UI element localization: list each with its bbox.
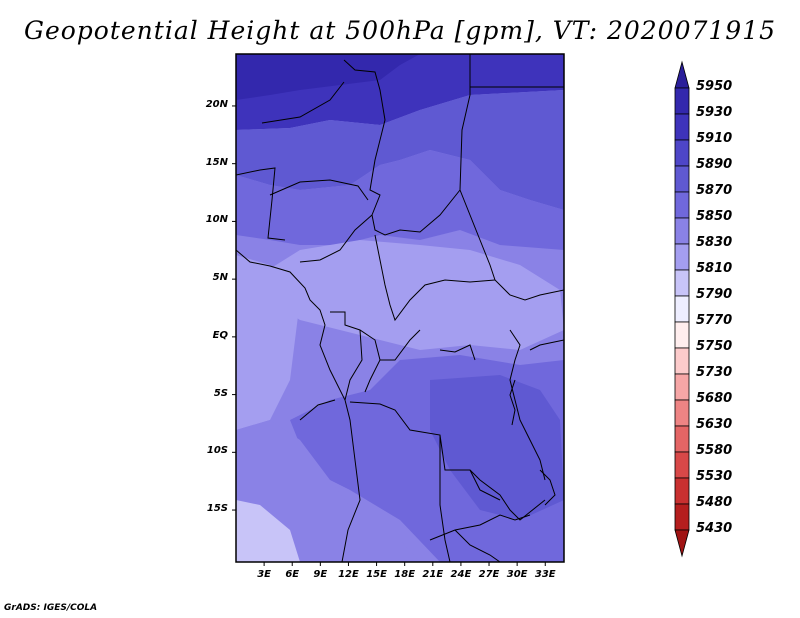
lon-tick-label: 6E (285, 569, 300, 580)
lat-tick-label: EQ (212, 329, 228, 341)
colorbar-segment (674, 425, 690, 453)
lon-tick-label: 15E (366, 569, 387, 580)
colorbar-level-label: 5750 (696, 339, 733, 354)
lat-tick-label: 15S (206, 503, 228, 515)
grads-credit: GrADS: IGES/COLA (4, 603, 98, 613)
colorbar-segment (674, 191, 690, 219)
colorbar-segment (674, 321, 690, 349)
colorbar-level-label: 5680 (696, 391, 733, 406)
contour-fill (236, 54, 564, 562)
colorbar-level-label: 5870 (696, 183, 733, 198)
colorbar-segment (674, 217, 690, 245)
colorbar-segment (674, 113, 690, 141)
colorbar-segment (674, 373, 690, 401)
lat-tick-label: 20N (205, 98, 228, 110)
lon-tick-label: 24E (450, 569, 472, 580)
colorbar-segment (674, 269, 690, 297)
map-frame (235, 53, 565, 563)
colorbar-segment (674, 295, 690, 323)
colorbar-level-label: 5630 (696, 417, 733, 432)
colorbar-segment (674, 477, 690, 505)
lat-tick-marks (232, 105, 236, 511)
colorbar-segment (674, 87, 690, 115)
colorbar-level-label: 5850 (696, 209, 733, 224)
colorbar-level-label: 5910 (696, 131, 733, 146)
lat-tick-label: 15N (205, 156, 228, 168)
lat-tick-label: 10N (205, 214, 228, 226)
colorbar-level-label: 5730 (696, 365, 733, 380)
lon-tick-label: 30E (506, 569, 528, 580)
lon-tick-label: 33E (534, 569, 556, 580)
lat-tick-label: 10S (206, 445, 228, 457)
colorbar-level-label: 5480 (696, 495, 733, 510)
lon-tick-label: 18E (394, 569, 416, 580)
lat-tick-label: 5N (212, 272, 228, 284)
lon-tick-marks (263, 562, 546, 566)
colorbar (674, 60, 690, 558)
lon-tick-label: 9E (313, 569, 328, 580)
colorbar-segment (674, 60, 690, 89)
colorbar-level-label: 5530 (696, 469, 733, 484)
colorbar-level-label: 5890 (696, 157, 733, 172)
colorbar-segment (674, 165, 690, 193)
colorbar-level-label: 5770 (696, 313, 733, 328)
colorbar-level-label: 5810 (696, 261, 733, 276)
colorbar-level-label: 5580 (696, 443, 733, 458)
colorbar-segment (674, 503, 690, 531)
colorbar-segment (674, 451, 690, 479)
colorbar-level-label: 5930 (696, 105, 733, 120)
lat-tick-label: 5S (213, 387, 228, 399)
country-borders (236, 54, 564, 562)
colorbar-segment (674, 399, 690, 427)
colorbar-segment (674, 529, 690, 558)
colorbar-segment (674, 139, 690, 167)
lon-tick-label: 27E (478, 569, 500, 580)
colorbar-segment (674, 347, 690, 375)
colorbar-segment (674, 243, 690, 271)
lon-tick-label: 21E (422, 569, 444, 580)
map-title: Geopotential Height at 500hPa [gpm], VT:… (23, 16, 777, 45)
colorbar-level-label: 5830 (696, 235, 733, 250)
colorbar-level-label: 5430 (696, 521, 733, 536)
colorbar-level-label: 5790 (696, 287, 733, 302)
lon-tick-label: 3E (257, 569, 271, 580)
colorbar-level-label: 5950 (696, 79, 733, 94)
lon-tick-label: 12E (338, 569, 359, 580)
